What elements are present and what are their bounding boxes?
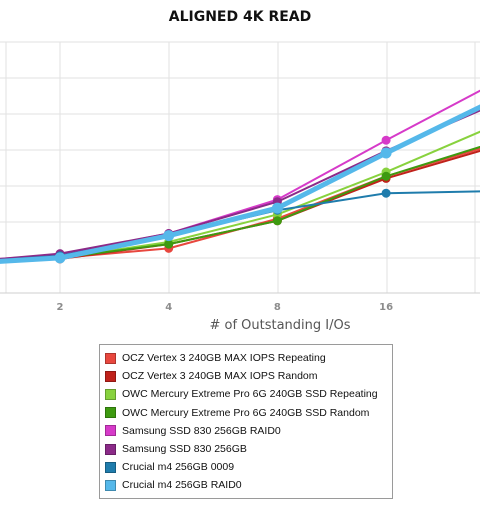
legend-swatch bbox=[105, 371, 116, 382]
data-point bbox=[381, 147, 392, 158]
legend-item: Crucial m4 256GB RAID0 bbox=[100, 476, 392, 494]
data-point bbox=[55, 252, 66, 263]
legend-item: OCZ Vertex 3 240GB MAX IOPS Repeating bbox=[100, 349, 392, 367]
data-point bbox=[272, 203, 283, 214]
legend-label: Samsung SSD 830 256GB bbox=[122, 443, 247, 455]
x-tick-label: 2 bbox=[57, 302, 64, 313]
legend-label: OCZ Vertex 3 240GB MAX IOPS Repeating bbox=[122, 352, 326, 364]
legend-swatch bbox=[105, 480, 116, 491]
line-chart: 2 4 8 16 bbox=[0, 0, 480, 340]
series-line bbox=[0, 125, 480, 263]
series-line bbox=[0, 147, 480, 266]
legend-label: OWC Mercury Extreme Pro 6G 240GB SSD Rep… bbox=[122, 388, 378, 400]
legend: OCZ Vertex 3 240GB MAX IOPS Repeating OCZ… bbox=[99, 344, 393, 499]
series-3 bbox=[0, 142, 480, 265]
legend-item: OCZ Vertex 3 240GB MAX IOPS Random bbox=[100, 367, 392, 385]
legend-label: OCZ Vertex 3 240GB MAX IOPS Random bbox=[122, 370, 318, 382]
legend-item: OWC Mercury Extreme Pro 6G 240GB SSD Ran… bbox=[100, 404, 392, 422]
legend-label: Crucial m4 256GB 0009 bbox=[122, 461, 234, 473]
x-tick-label: 16 bbox=[379, 302, 393, 313]
legend-swatch bbox=[105, 353, 116, 364]
legend-label: Samsung SSD 830 256GB RAID0 bbox=[122, 425, 281, 437]
x-tick-labels: 2 4 8 16 bbox=[57, 302, 394, 313]
data-point bbox=[163, 230, 174, 241]
series-7 bbox=[0, 100, 480, 264]
legend-label: Crucial m4 256GB RAID0 bbox=[122, 479, 242, 491]
series-line bbox=[0, 142, 480, 265]
x-tick-label: 4 bbox=[165, 302, 172, 313]
series-2 bbox=[0, 125, 480, 263]
legend-swatch bbox=[105, 425, 116, 436]
legend-item: Samsung SSD 830 256GB bbox=[100, 440, 392, 458]
legend-label: OWC Mercury Extreme Pro 6G 240GB SSD Ran… bbox=[122, 407, 369, 419]
x-tick-label: 8 bbox=[274, 302, 281, 313]
legend-item: OWC Mercury Extreme Pro 6G 240GB SSD Rep… bbox=[100, 385, 392, 403]
data-point bbox=[382, 172, 391, 181]
series-line bbox=[0, 100, 480, 264]
x-axis-title: # of Outstanding I/Os bbox=[0, 318, 480, 333]
series-1 bbox=[0, 147, 480, 266]
series-lines bbox=[0, 83, 480, 265]
legend-swatch bbox=[105, 407, 116, 418]
legend-swatch bbox=[105, 444, 116, 455]
data-point bbox=[382, 189, 391, 198]
legend-swatch bbox=[105, 389, 116, 400]
legend-swatch bbox=[105, 462, 116, 473]
data-point bbox=[273, 216, 282, 225]
legend-item: Samsung SSD 830 256GB RAID0 bbox=[100, 422, 392, 440]
data-point bbox=[382, 136, 391, 145]
legend-item: Crucial m4 256GB 0009 bbox=[100, 458, 392, 476]
